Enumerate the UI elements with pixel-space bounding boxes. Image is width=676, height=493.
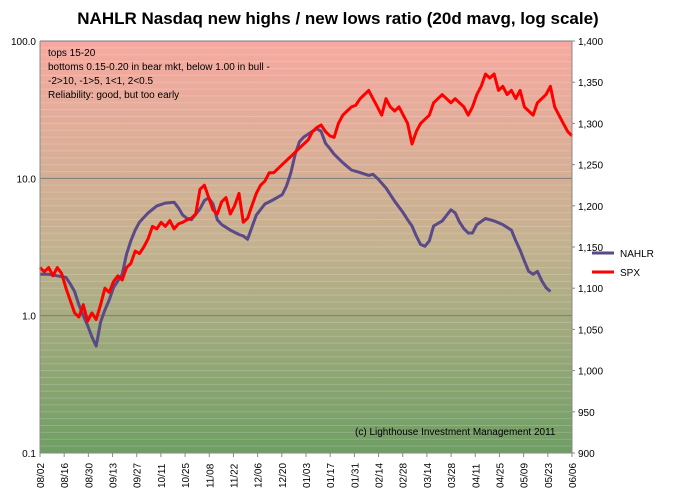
x-tick-label: 04/11: [471, 463, 482, 488]
x-tick-label: 03/14: [423, 463, 434, 488]
x-tick-label: 09/27: [133, 463, 144, 488]
x-tick-label: 10/11: [157, 463, 168, 488]
x-tick-label: 01/31: [350, 463, 361, 488]
right-tick-label: 1,400: [578, 37, 603, 48]
right-tick-label: 1,250: [578, 161, 603, 172]
left-axis-ticks: 0.1 1.0 10.0 100.0: [11, 37, 36, 460]
x-tick-label: 01/03: [302, 463, 313, 488]
gridlines: [40, 40, 572, 454]
left-tick-label: 10.0: [17, 174, 37, 185]
left-tick-label: 100.0: [11, 37, 36, 48]
series-layer: [38, 72, 574, 348]
x-axis-ticks: 08/02 08/16 08/30 09/13 09/27 10/11 10/25 11/08…: [36, 453, 579, 488]
x-tick-label: 04/25: [495, 463, 506, 488]
x-tick-label: 08/30: [84, 463, 95, 488]
left-tick-label: 0.1: [22, 449, 36, 460]
x-tick-label: 11/22: [229, 463, 240, 488]
annotation-block: tops 15-20 bottoms 0.15-0.20 in bear mkt…: [48, 48, 270, 101]
annotation-line-2: bottoms 0.15-0.20 in bear mkt, below 1.0…: [48, 62, 270, 73]
annotation-line-4: Reliability: good, but too early: [48, 90, 179, 101]
right-tick-label: 1,200: [578, 202, 603, 213]
x-tick-label: 03/28: [447, 463, 458, 488]
right-tick-label: 1,000: [578, 367, 603, 378]
x-tick-label: 12/20: [278, 463, 289, 488]
annotation-line-1: tops 15-20: [48, 48, 96, 59]
right-tick-label: 1,150: [578, 243, 603, 254]
legend: NAHLR SPX: [592, 249, 654, 279]
right-tick-label: 1,300: [578, 119, 603, 130]
x-tick-label: 05/23: [544, 463, 555, 488]
annotation-line-3: -2>10, -1>5, 1<1, 2<0.5: [48, 76, 154, 87]
chart-title: NAHLR Nasdaq new highs / new lows ratio …: [77, 9, 598, 28]
x-tick-label: 09/13: [109, 463, 120, 488]
x-tick-label: 08/16: [60, 463, 71, 488]
left-tick-label: 1.0: [22, 312, 36, 323]
right-tick-label: 900: [578, 449, 595, 460]
x-tick-label: 06/06: [568, 463, 579, 488]
x-tick-label: 02/14: [375, 463, 386, 488]
legend-label-spx: SPX: [620, 268, 640, 279]
legend-label-nahlr: NAHLR: [620, 249, 654, 260]
x-tick-label: 12/06: [254, 463, 265, 488]
x-tick-label: 05/09: [520, 463, 531, 488]
right-tick-label: 1,100: [578, 284, 603, 295]
x-tick-label: 01/17: [326, 463, 337, 488]
x-tick-label: 10/25: [181, 463, 192, 488]
right-tick-label: 1,350: [578, 78, 603, 89]
right-axis-ticks: 900 950 1,000 1,050 1,100 1,150 1,200 1,250 1,30…: [572, 37, 603, 460]
right-tick-label: 950: [578, 408, 595, 419]
right-tick-label: 1,050: [578, 325, 603, 336]
x-tick-label: 02/28: [399, 463, 410, 488]
x-tick-label: 11/08: [205, 463, 216, 488]
x-tick-label: 08/02: [36, 463, 47, 488]
series-line-spx: [38, 72, 574, 323]
credit-text: (c) Lighthouse Investment Management 201…: [355, 427, 556, 438]
